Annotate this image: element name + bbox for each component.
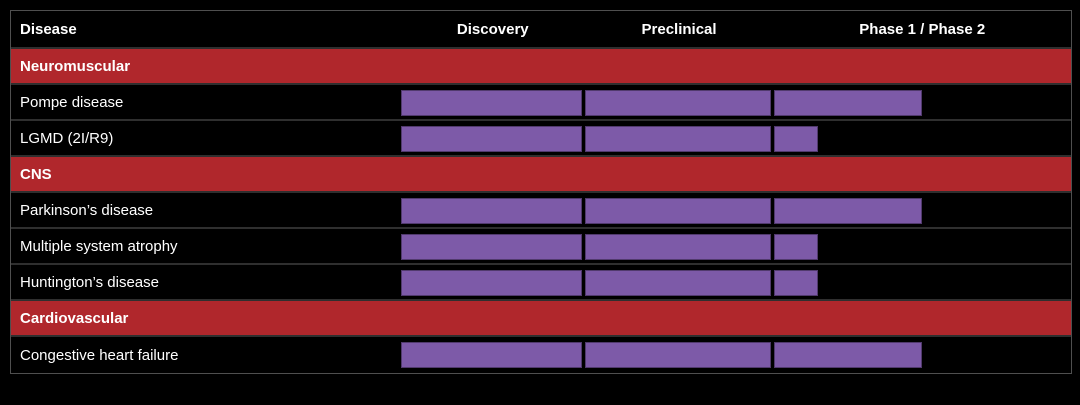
disease-name: Huntington’s disease (20, 273, 159, 291)
disease-row: Huntington’s disease (11, 265, 1071, 301)
category-label: CNS (20, 165, 52, 183)
category-label: Cardiovascular (20, 309, 129, 327)
disease-name: Congestive heart failure (20, 346, 179, 364)
bar-segment-discovery (401, 270, 582, 296)
column-header-disease: Disease (20, 20, 77, 38)
bar-segment-phase-1-phase-2 (773, 270, 819, 296)
progress-bar (401, 121, 1071, 155)
disease-row: Pompe disease (11, 85, 1071, 121)
disease-row: LGMD (2I/R9) (11, 121, 1071, 157)
bar-segment-preclinical (584, 342, 771, 368)
category-row-cns: CNS (11, 157, 1071, 193)
bar-segment-phase-1-phase-2 (773, 90, 923, 116)
column-header-discovery: Discovery (456, 20, 529, 38)
progress-bar (401, 229, 1071, 263)
bar-segment-preclinical (584, 126, 771, 152)
phase-column-headers: Discovery Preclinical Phase 1 / Phase 2 (401, 11, 1071, 47)
bar-segment-phase-1-phase-2 (773, 126, 819, 152)
disease-name: Pompe disease (20, 93, 124, 111)
progress-bar (401, 337, 1071, 373)
disease-row: Parkinson’s disease (11, 193, 1071, 229)
bar-segment-discovery (401, 198, 582, 224)
disease-name: Multiple system atrophy (20, 237, 178, 255)
bar-segment-discovery (401, 234, 582, 260)
progress-bar (401, 85, 1071, 119)
category-label: Neuromuscular (20, 57, 131, 75)
bar-segment-preclinical (584, 198, 771, 224)
bar-segment-discovery (401, 342, 582, 368)
category-row-cardiovascular: Cardiovascular (11, 301, 1071, 337)
progress-bar (401, 193, 1071, 227)
table-body: Neuromuscular Pompe disease LGMD (2I/R9)… (11, 49, 1071, 373)
bar-segment-preclinical (584, 234, 771, 260)
bar-segment-discovery (401, 126, 582, 152)
disease-row: Multiple system atrophy (11, 229, 1071, 265)
column-header-phase1-phase2: Phase 1 / Phase 2 (859, 20, 986, 38)
pipeline-table: Disease Discovery Preclinical Phase 1 / … (10, 10, 1072, 374)
bar-segment-discovery (401, 90, 582, 116)
bar-segment-phase-1-phase-2 (773, 234, 819, 260)
header-row: Disease Discovery Preclinical Phase 1 / … (11, 11, 1071, 49)
bar-segment-phase-1-phase-2 (773, 342, 923, 368)
category-row-neuromuscular: Neuromuscular (11, 49, 1071, 85)
disease-row: Congestive heart failure (11, 337, 1071, 373)
column-header-preclinical: Preclinical (641, 20, 717, 38)
bar-segment-preclinical (584, 90, 771, 116)
disease-name: Parkinson’s disease (20, 201, 154, 219)
disease-name: LGMD (2I/R9) (20, 129, 114, 147)
progress-bar (401, 265, 1071, 299)
bar-segment-phase-1-phase-2 (773, 198, 923, 224)
bar-segment-preclinical (584, 270, 771, 296)
